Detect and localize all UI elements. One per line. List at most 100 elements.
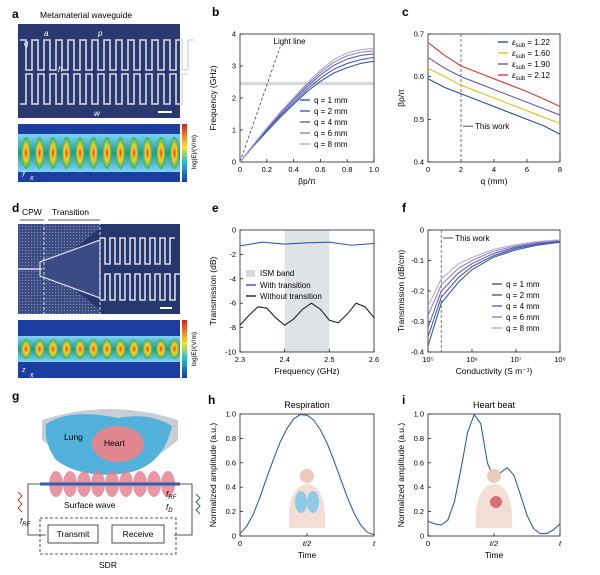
field-hotspot <box>88 339 99 359</box>
x-tick-label: t <box>373 539 376 548</box>
hotspots-a <box>21 137 179 169</box>
field-hotspot <box>21 339 31 359</box>
y-axis-label: Frequency (GHz) <box>208 65 218 130</box>
x-tick-label: 0.6 <box>315 165 325 174</box>
transmit-label: Transmit <box>57 529 90 539</box>
y-tick-label: -0.3 <box>411 317 424 326</box>
field-band-d <box>18 336 180 362</box>
x-tick-label: 0 <box>426 165 430 174</box>
panel-letter-i: i <box>402 393 405 407</box>
panel-a-title: Metamaterial waveguide <box>40 10 132 20</box>
axis-x-d: x <box>29 372 34 379</box>
y-tick-label: 1 <box>232 126 236 135</box>
x-tick-label: 10⁵ <box>422 355 433 364</box>
light-line <box>239 46 281 163</box>
series-line <box>427 57 561 116</box>
x-tick-label: 0.4 <box>288 165 298 174</box>
x-axis-label: Conductivity (S m⁻¹) <box>456 366 533 376</box>
panel-g: Lung Heart Surface wave fRF fRF fD Trans… <box>17 409 201 570</box>
panel-letter-h: h <box>208 393 215 407</box>
x-tick-label: 0 <box>238 539 242 548</box>
y-tick-label: 0.4 <box>414 158 424 167</box>
f-d-right: fD <box>166 503 173 514</box>
y-tick-label: -8 <box>229 323 236 332</box>
legend-entry: q = 6 mm <box>314 129 348 138</box>
x-tick-label: 2 <box>459 165 463 174</box>
dim-label-h: h <box>58 65 63 74</box>
legend-entry: εsub = 1.22 <box>512 38 550 49</box>
x-tick-label: 0 <box>426 539 430 548</box>
y-tick-label: -4 <box>229 274 236 283</box>
x-tick-label: 2.4 <box>279 355 289 364</box>
axis-x-a: x <box>29 175 34 182</box>
x-tick-label: 2.6 <box>369 355 379 364</box>
heart-icon <box>490 496 502 508</box>
chart-b: 0 0.2 0.4 0.6 0.8 1.0 0 1 2 3 4 βp/π Frequency (GHz)… <box>208 30 379 187</box>
field-hotspot <box>170 137 179 169</box>
series-line <box>427 67 561 125</box>
y-tick-label: 0.2 <box>414 507 424 516</box>
field-hotspot <box>48 339 58 359</box>
legend-entry: With transition <box>260 281 311 290</box>
lung-icon <box>295 491 307 513</box>
label-cpw: CPW <box>22 207 42 217</box>
comb-right-top <box>100 237 175 265</box>
chart-h: 0 t/2 t 0 0.2 0.4 0.6 0.8 1.0 Time Normalized ampl… <box>208 400 376 560</box>
x-tick-label: t <box>559 539 562 548</box>
x-tick-label: 10⁷ <box>510 355 521 364</box>
x-tick-label: 4 <box>492 165 496 174</box>
legend-entry: q = 4 mm <box>314 118 348 127</box>
transmit-box <box>47 524 99 544</box>
x-tick-label: t/2 <box>303 539 312 548</box>
field-hotspot <box>75 137 85 169</box>
field-hotspot <box>89 137 98 169</box>
colorbar-label-a: log|E|/(V/m) <box>191 135 198 169</box>
f-rf-right: fRF <box>166 490 177 501</box>
legend-entry: εsub = 1.90 <box>512 60 550 71</box>
series-line <box>239 50 375 163</box>
field-hotspot <box>116 137 125 169</box>
series-line <box>427 42 561 108</box>
y-tick-label: 0 <box>232 226 236 235</box>
field-hotspot <box>35 137 44 169</box>
y-tick-label: -10 <box>225 348 236 357</box>
y-tick-label: 0.4 <box>414 483 424 492</box>
x-tick-label: 0.8 <box>342 165 352 174</box>
receive-box <box>111 524 165 544</box>
x-tick-label: 0 <box>238 165 242 174</box>
receive-label: Receive <box>123 529 154 539</box>
chart-c: 0 2 4 6 8 0.4 0.5 0.6 0.7 q (mm) βp/π This work εsub… <box>396 30 562 187</box>
lung-label: Lung <box>64 432 83 442</box>
colorbar-a <box>182 124 187 182</box>
legend-entry: ISM band <box>260 269 294 278</box>
panel-letter-f: f <box>402 201 407 215</box>
y-tick-label: 2 <box>232 94 236 103</box>
y-tick-label: 0 <box>232 158 236 167</box>
chart-f: 10⁵ 10⁶ 10⁷ 10⁸ 0 -0.1 -0.2 -0.3 -0.4 Conductivit… <box>396 226 566 377</box>
x-tick-label: 1.0 <box>369 165 379 174</box>
heart-shape <box>92 426 144 462</box>
series-line <box>239 53 375 163</box>
x-tick-label: t/2 <box>490 539 499 548</box>
label-transition: Transition <box>52 207 89 217</box>
legend-entry: q = 2 mm <box>506 291 540 300</box>
series-line <box>239 47 375 163</box>
cpw-substrate <box>18 224 100 314</box>
y-tick-label: 0.8 <box>414 434 424 443</box>
y-tick-label: -0.4 <box>411 348 424 357</box>
axes-frame <box>239 229 375 353</box>
field-hotspot <box>142 339 153 359</box>
y-tick-label: 0.5 <box>414 115 424 124</box>
head-icon <box>300 469 314 483</box>
chart-title: Heart beat <box>473 400 516 410</box>
torso-icon <box>288 484 326 528</box>
dim-label-a: a <box>44 29 49 38</box>
field-hotspot <box>129 339 139 359</box>
field-hotspot <box>34 339 45 359</box>
hotspots-d <box>21 339 180 359</box>
head-icon <box>487 469 501 483</box>
field-hotspot <box>62 137 71 169</box>
legend-entry: q = 6 mm <box>506 313 540 322</box>
series-line <box>427 239 561 316</box>
